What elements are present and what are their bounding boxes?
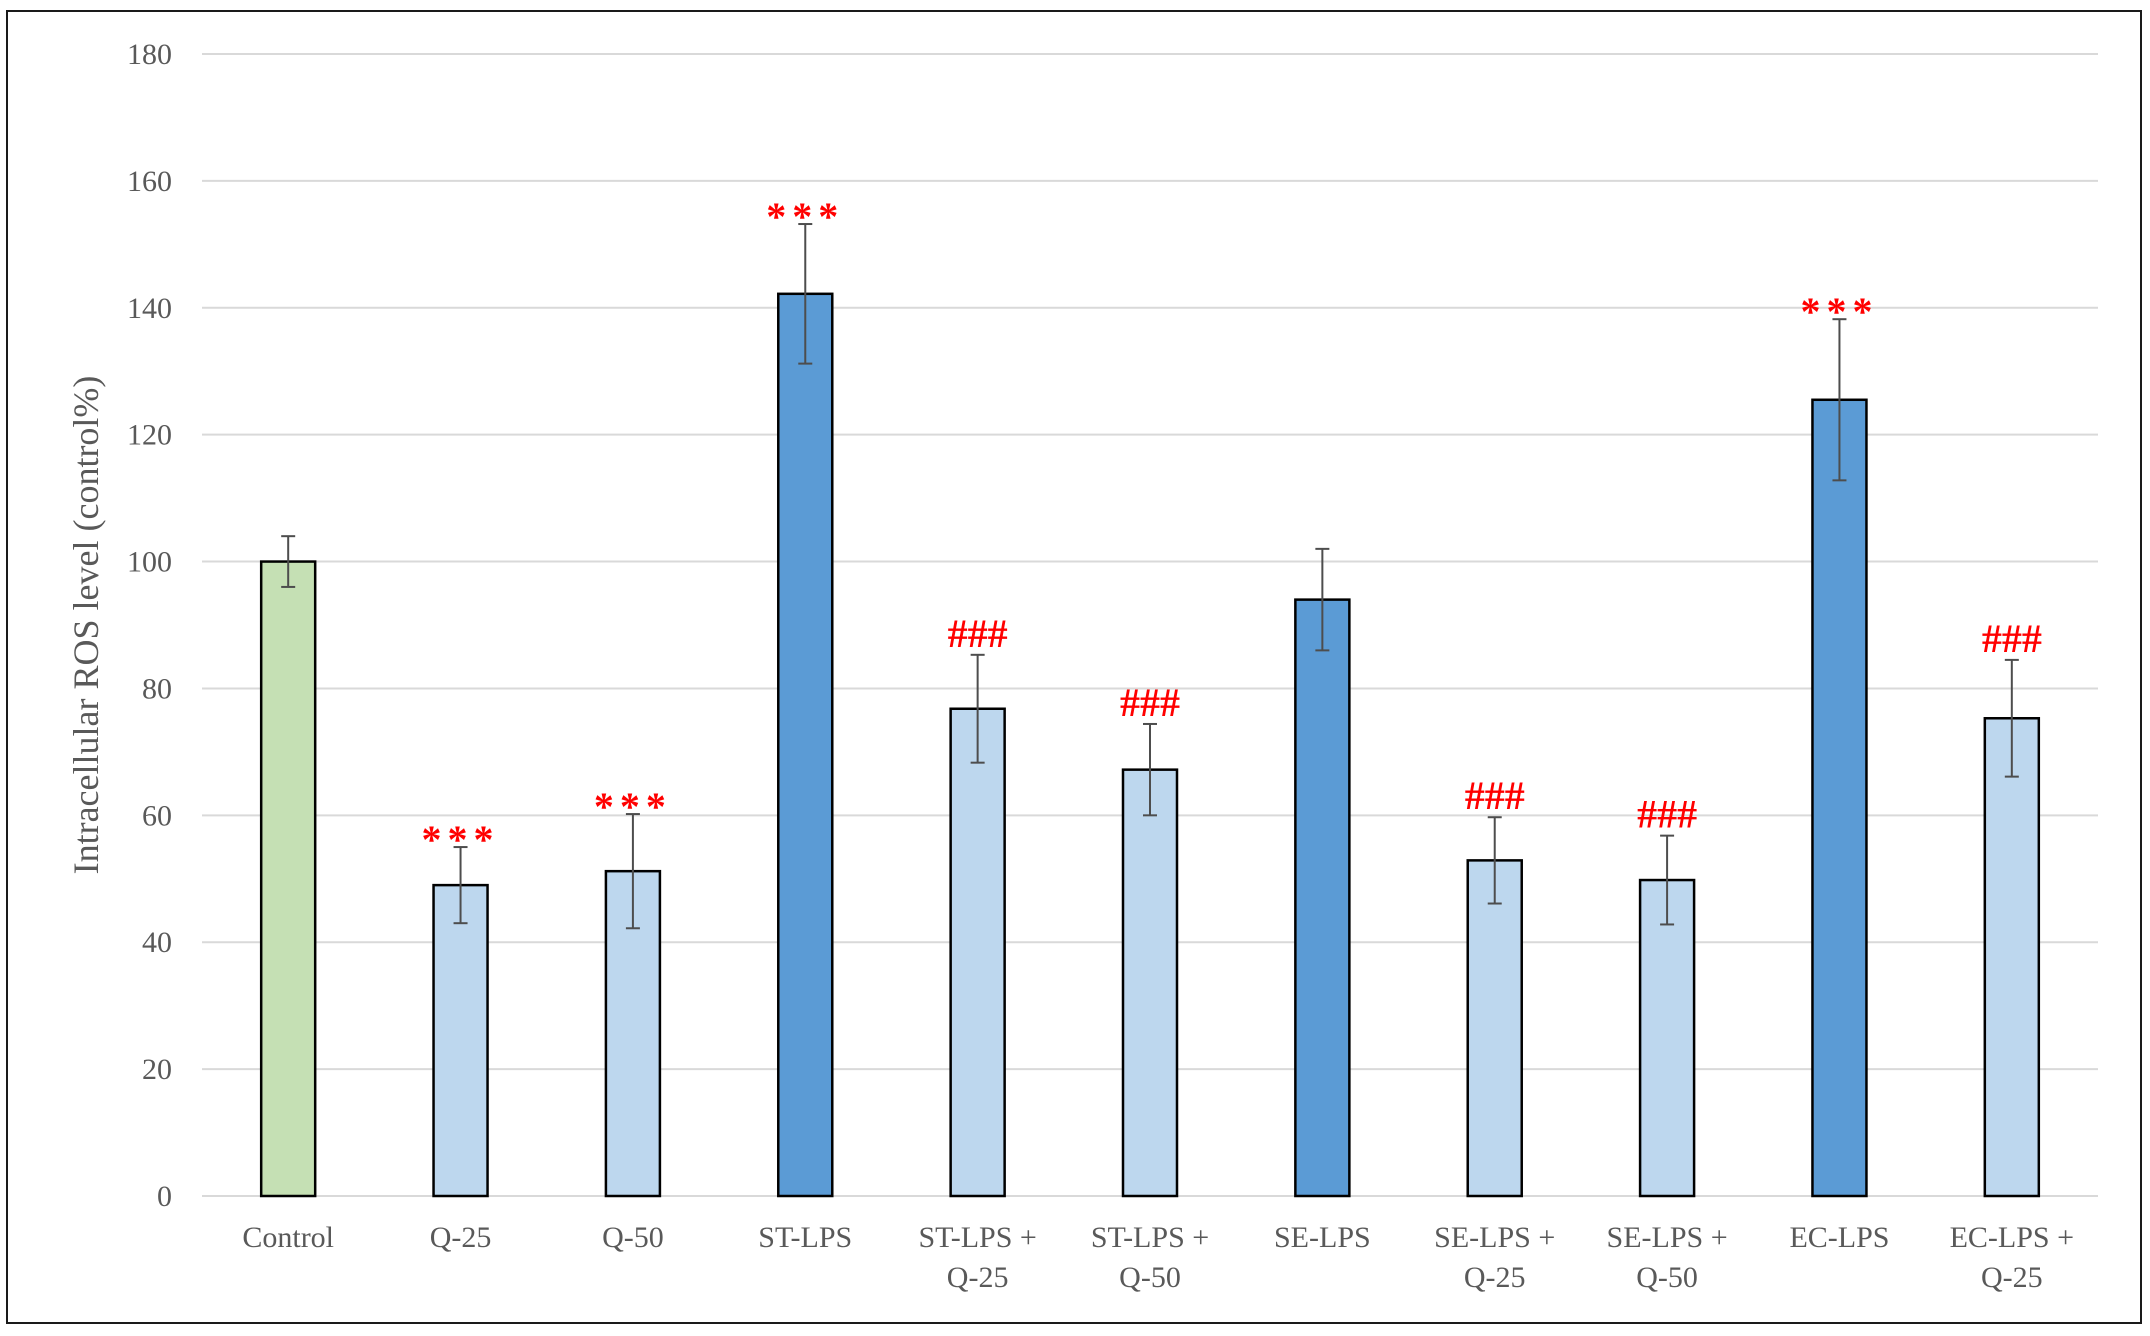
- bar: [777, 292, 834, 1198]
- bar: [949, 707, 1006, 1198]
- x-tick-label: Q-50: [1119, 1261, 1181, 1294]
- bar: [1811, 398, 1868, 1198]
- x-tick-label: Q-25: [430, 1221, 492, 1254]
- x-tick-label: Q-25: [1464, 1261, 1526, 1294]
- bar: [1294, 598, 1351, 1198]
- bar: [432, 883, 489, 1198]
- x-tick-label: EC-LPS +: [1950, 1221, 2074, 1254]
- x-tick-label: EC-LPS: [1789, 1221, 1889, 1254]
- bar: [1983, 717, 2041, 1198]
- significance-label: ###: [1982, 616, 2042, 661]
- y-tick-label: 80: [142, 672, 172, 705]
- x-tick-label: Q-25: [947, 1261, 1009, 1294]
- x-tick-label: Q-50: [602, 1221, 664, 1254]
- y-tick-label: 60: [142, 799, 172, 832]
- y-tick-label: 20: [142, 1053, 172, 1086]
- x-tick-label: Control: [242, 1221, 334, 1254]
- chart-frame: [6, 10, 2142, 1324]
- significance-label: ***: [766, 194, 844, 239]
- y-tick-label: 120: [127, 419, 172, 452]
- bar: [1466, 859, 1523, 1198]
- y-axis-title: Intracellular ROS level (control%): [66, 376, 106, 875]
- x-tick-label: Q-25: [1981, 1261, 2043, 1294]
- significance-label: ###: [948, 611, 1008, 656]
- x-tick-label: SE-LPS +: [1607, 1221, 1728, 1254]
- x-tick-label: ST-LPS +: [1091, 1221, 1209, 1254]
- x-tick-label: ST-LPS +: [918, 1221, 1036, 1254]
- significance-label: ###: [1120, 680, 1180, 725]
- significance-label: ***: [422, 817, 500, 862]
- y-tick-label: 40: [142, 926, 172, 959]
- bar: [1121, 768, 1179, 1198]
- significance-label: ###: [1465, 773, 1525, 818]
- significance-label: ***: [594, 784, 672, 829]
- x-tick-label: Q-50: [1636, 1261, 1698, 1294]
- x-tick-label: ST-LPS: [758, 1221, 852, 1254]
- y-tick-label: 100: [127, 546, 172, 579]
- significance-label: ###: [1637, 792, 1697, 837]
- x-tick-label: SE-LPS: [1274, 1221, 1371, 1254]
- y-tick-label: 180: [127, 38, 172, 71]
- bar: [1638, 878, 1696, 1198]
- x-tick-label: SE-LPS +: [1434, 1221, 1555, 1254]
- y-tick-label: 160: [127, 165, 172, 198]
- significance-label: ***: [1800, 289, 1878, 334]
- bar: [259, 560, 317, 1198]
- y-tick-label: 140: [127, 292, 172, 325]
- y-tick-label: 0: [157, 1180, 172, 1213]
